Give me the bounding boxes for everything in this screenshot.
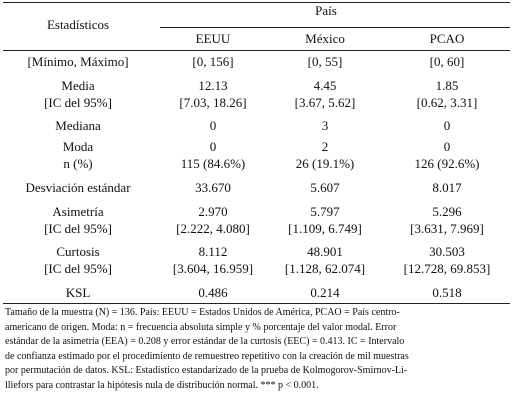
cell: [12.728, 69.853] — [403, 261, 491, 276]
cell: [1.109, 6.749] — [288, 221, 362, 236]
footnote-line: Tamaño de la muestra (N) = 136. País: EE… — [5, 307, 400, 318]
cell: 30.503 — [429, 244, 465, 259]
row-label: [IC del 95%] — [44, 261, 112, 276]
cell: [1.128, 62.074] — [284, 261, 366, 276]
top-rule — [3, 2, 510, 3]
cell: 0.214 — [310, 285, 340, 300]
cell: 12.13 — [198, 78, 228, 93]
cell: 0.518 — [432, 285, 462, 300]
row-label: Asimetría — [52, 204, 104, 219]
cell: [0, 55] — [307, 54, 343, 69]
footnote-line: estándar de la asimetría (EEA) = 0.208 y… — [5, 336, 405, 348]
cell: 2.970 — [198, 204, 228, 219]
header-rule — [3, 50, 510, 51]
cell: 0 — [443, 118, 451, 133]
row-label: [IC del 95%] — [44, 95, 112, 110]
cell: [7.03, 18.26] — [179, 95, 247, 110]
cell: 126 (92.6%) — [414, 156, 480, 171]
cell: 2 — [321, 139, 329, 154]
cell: [3.67, 5.62] — [294, 95, 356, 110]
cell: 4.45 — [313, 78, 337, 93]
bottom-rule — [3, 303, 510, 304]
row-label: Desviación estándar — [25, 180, 131, 195]
footnote-line: americano de origen. Moda: n = frecuenci… — [5, 321, 397, 333]
cell: 0.486 — [198, 285, 228, 300]
cell: [0.62, 3.31] — [416, 95, 478, 110]
cell: 5.607 — [310, 180, 340, 195]
cell: [3.631, 7.969] — [410, 221, 484, 236]
header-title: Estadísticos — [46, 17, 110, 32]
row-label: Curtosis — [56, 244, 100, 259]
row-label: [IC del 95%] — [44, 221, 112, 236]
row-label: [Mínimo, Máximo] — [27, 54, 129, 69]
cell: [3.604, 16.959] — [172, 261, 254, 276]
column-header: EEUU — [195, 31, 231, 46]
row-label: Moda — [62, 139, 94, 154]
column-header: México — [305, 31, 345, 46]
footnote-line: de confianza estimado por el procedimien… — [5, 350, 409, 362]
row-label: Media — [61, 78, 95, 93]
cell: 1.85 — [435, 78, 459, 93]
cell: 5.797 — [310, 204, 340, 219]
row-label: n (%) — [63, 156, 93, 171]
cell: [0, 60] — [429, 54, 465, 69]
cell: 48.901 — [307, 244, 343, 259]
cell: 3 — [321, 118, 329, 133]
cell: 8.112 — [198, 244, 228, 259]
cell: 33.670 — [195, 180, 231, 195]
cell: 115 (84.6%) — [180, 156, 246, 171]
footnote-line: lliefors para contrastar la hipótesis nu… — [5, 380, 319, 391]
cell: 0 — [209, 139, 217, 154]
group-rule — [160, 27, 510, 28]
row-label: Mediana — [55, 118, 101, 133]
cell: 0 — [209, 118, 217, 133]
cell: 26 (19.1%) — [295, 156, 355, 171]
cell: 5.296 — [432, 204, 462, 219]
cell: 8.017 — [432, 180, 462, 195]
column-header: PCAO — [429, 31, 465, 46]
group-header: País — [315, 3, 337, 18]
footnote-line: por permutación de datos. KSL: Estadísti… — [5, 365, 408, 377]
cell: 0 — [443, 139, 451, 154]
row-label: KSL — [65, 285, 91, 300]
cell: [0, 156] — [192, 54, 234, 69]
cell: [2.222, 4.080] — [176, 221, 250, 236]
